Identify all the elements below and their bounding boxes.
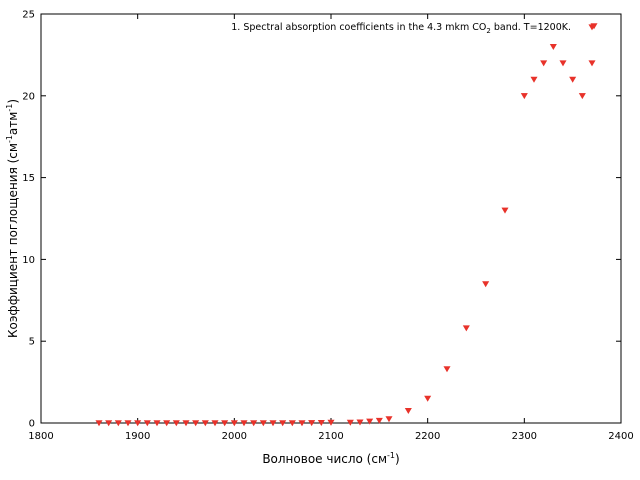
data-point	[482, 281, 490, 288]
data-point	[143, 420, 151, 427]
data-point	[172, 420, 180, 427]
data-point	[288, 420, 296, 427]
data-point	[134, 420, 142, 427]
data-point	[375, 417, 383, 424]
data-point	[182, 420, 190, 427]
data-point	[404, 408, 412, 415]
x-tick-label: 2000	[222, 431, 247, 442]
x-tick-label: 2200	[415, 431, 440, 442]
legend-marker	[590, 23, 598, 30]
data-point	[114, 420, 122, 427]
y-tick-label: 5	[29, 337, 35, 348]
data-point	[163, 420, 171, 427]
legend-label: 1. Spectral absorption coefficients in t…	[231, 22, 571, 35]
data-point	[346, 419, 354, 426]
data-point	[385, 416, 393, 423]
data-point	[95, 420, 103, 427]
y-tick-label: 10	[22, 255, 35, 266]
y-axis-label: Коэффициент поглощения (см-1атм-1)	[5, 99, 20, 338]
data-point	[366, 418, 374, 425]
x-axis-ticks: 1800 1900 2000 2100 2200 2300 2400	[28, 14, 634, 442]
x-tick-label: 1900	[125, 431, 150, 442]
data-point	[269, 420, 277, 427]
data-point	[211, 420, 219, 427]
data-point	[308, 420, 316, 427]
legend: 1. Spectral absorption coefficients in t…	[231, 22, 571, 35]
data-point	[192, 420, 200, 427]
x-tick-label: 2400	[608, 431, 633, 442]
plot-frame	[40, 13, 622, 424]
x-tick-label: 2300	[512, 431, 537, 442]
x-axis-label: Волновое число (см-1)	[262, 451, 399, 466]
data-point	[221, 420, 229, 427]
data-point	[540, 60, 548, 67]
data-point	[443, 366, 451, 373]
data-point	[240, 420, 248, 427]
data-point	[279, 420, 287, 427]
y-tick-label: 20	[22, 91, 35, 102]
x-tick-label: 1800	[28, 431, 53, 442]
data-point	[569, 76, 577, 83]
data-point	[520, 93, 528, 100]
data-point	[559, 60, 567, 67]
data-point	[549, 44, 557, 51]
data-point	[317, 419, 325, 426]
data-point	[588, 60, 596, 67]
data-point	[105, 420, 113, 427]
y-axis-ticks: 0 5 10 15 20 25	[22, 10, 621, 430]
data-point	[578, 93, 586, 100]
data-point	[259, 420, 267, 427]
data-point	[298, 420, 306, 427]
x-tick-label: 2100	[318, 431, 343, 442]
data-point	[201, 420, 209, 427]
y-tick-label: 25	[22, 10, 35, 21]
y-tick-label: 0	[29, 419, 35, 430]
plot-border	[40, 13, 622, 424]
data-point	[356, 419, 364, 426]
data-point	[153, 420, 161, 427]
data-point	[530, 76, 538, 83]
data-point	[250, 420, 258, 427]
data-point	[462, 325, 470, 332]
y-tick-label: 15	[22, 173, 35, 184]
data-point	[230, 420, 238, 427]
data-point	[327, 419, 335, 426]
data-point	[501, 207, 509, 214]
data-point	[424, 395, 432, 402]
data-point	[124, 420, 132, 427]
data-points	[95, 23, 598, 427]
